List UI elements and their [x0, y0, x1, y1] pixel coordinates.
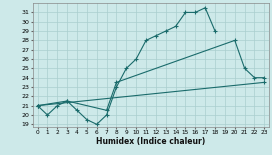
- X-axis label: Humidex (Indice chaleur): Humidex (Indice chaleur): [96, 137, 206, 146]
